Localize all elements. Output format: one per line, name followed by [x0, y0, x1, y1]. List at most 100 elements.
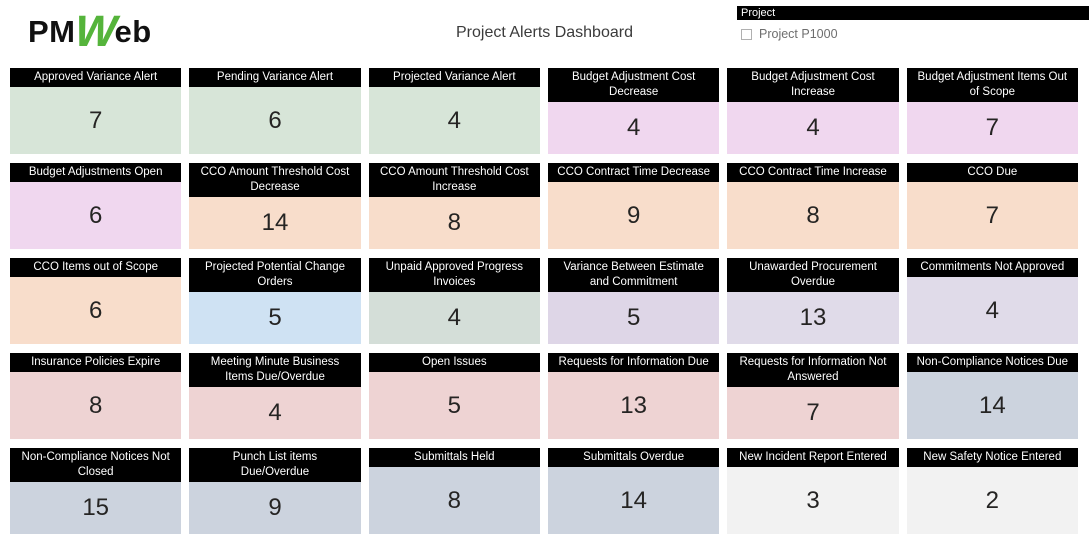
kpi-card-title: Submittals Overdue — [547, 448, 720, 467]
kpi-card-title: Approved Variance Alert — [10, 68, 182, 87]
kpi-card-value-area: 13 — [547, 372, 720, 439]
kpi-card-value-area: 5 — [189, 292, 361, 344]
kpi-card-non-compliance-notices-not-closed[interactable]: Non-Compliance Notices Not Closed 15 — [10, 448, 182, 534]
kpi-card-value: 7 — [985, 114, 999, 141]
kpi-card-value-area: 5 — [368, 372, 540, 439]
kpi-card-value-area: 6 — [10, 182, 182, 249]
kpi-card-value-area: 13 — [727, 292, 899, 344]
kpi-card-value: 6 — [88, 296, 103, 324]
kpi-card-cco-contract-time-increase[interactable]: CCO Contract Time Increase 8 — [727, 163, 899, 249]
kpi-card-value-area: 9 — [189, 482, 361, 534]
kpi-card-value: 6 — [268, 106, 282, 134]
kpi-card-value-area: 15 — [10, 482, 182, 534]
kpi-card-value-area: 8 — [368, 467, 540, 534]
kpi-card-title: Commitments Not Approved — [906, 258, 1078, 277]
kpi-card-value-area: 6 — [10, 277, 182, 344]
slicer-option-project-p1000[interactable]: Project P1000 — [737, 27, 1089, 41]
kpi-card-requests-for-information-due[interactable]: Requests for Information Due 13 — [547, 353, 720, 439]
kpi-card-value: 4 — [806, 114, 820, 141]
kpi-card-submittals-overdue[interactable]: Submittals Overdue 14 — [547, 448, 720, 534]
kpi-card-value: 8 — [88, 391, 103, 419]
kpi-card-new-safety-notice-entered[interactable]: New Safety Notice Entered 2 — [906, 448, 1078, 534]
kpi-card-pending-variance-alert[interactable]: Pending Variance Alert 6 — [189, 68, 361, 154]
kpi-card-non-compliance-notices-due[interactable]: Non-Compliance Notices Due 14 — [906, 353, 1078, 439]
kpi-card-value: 6 — [88, 201, 103, 229]
kpi-card-title: Budget Adjustments Open — [10, 163, 182, 182]
kpi-card-value: 7 — [806, 399, 820, 426]
kpi-card-title: Pending Variance Alert — [189, 68, 361, 87]
kpi-card-value: 14 — [261, 209, 289, 236]
kpi-card-cco-due[interactable]: CCO Due 7 — [906, 163, 1078, 249]
kpi-card-value-area: 4 — [368, 292, 540, 344]
kpi-card-variance-between-estimate-and-commitment[interactable]: Variance Between Estimate and Commitment… — [547, 258, 720, 344]
kpi-card-title: Meeting Minute Business Items Due/Overdu… — [189, 353, 361, 387]
kpi-card-title: CCO Contract Time Decrease — [547, 163, 720, 182]
kpi-card-value-area: 7 — [727, 387, 899, 439]
kpi-card-approved-variance-alert[interactable]: Approved Variance Alert 7 — [10, 68, 182, 154]
kpi-card-title: CCO Amount Threshold Cost Increase — [368, 163, 540, 197]
kpi-card-title: Projected Variance Alert — [368, 68, 540, 87]
kpi-card-value: 4 — [447, 106, 461, 134]
project-slicer: Project Project P1000 — [737, 6, 1089, 41]
kpi-card-value: 4 — [268, 399, 282, 426]
kpi-card-value: 9 — [626, 201, 641, 229]
kpi-card-value-area: 7 — [906, 182, 1078, 249]
kpi-card-title: New Incident Report Entered — [727, 448, 899, 467]
kpi-card-value-area: 5 — [547, 292, 720, 344]
kpi-card-value-area: 7 — [906, 102, 1078, 154]
slicer-title: Project — [737, 6, 1089, 20]
logo-text-pm: PM — [28, 14, 76, 49]
kpi-card-budget-adjustment-cost-decrease[interactable]: Budget Adjustment Cost Decrease 4 — [547, 68, 720, 154]
kpi-card-cco-amount-threshold-cost-decrease[interactable]: CCO Amount Threshold Cost Decrease 14 — [189, 163, 361, 249]
kpi-card-title: CCO Amount Threshold Cost Decrease — [189, 163, 361, 197]
kpi-card-title: Unpaid Approved Progress Invoices — [368, 258, 540, 292]
kpi-card-title: Punch List items Due/Overdue — [189, 448, 361, 482]
kpi-card-title: New Safety Notice Entered — [906, 448, 1078, 467]
kpi-card-value-area: 14 — [547, 467, 720, 534]
kpi-card-grid: Approved Variance Alert 7 Pending Varian… — [10, 68, 1078, 534]
project-checkbox[interactable] — [741, 28, 752, 40]
kpi-card-value: 15 — [82, 494, 110, 521]
kpi-card-value: 5 — [268, 304, 282, 331]
kpi-card-value: 14 — [978, 391, 1006, 419]
kpi-card-unpaid-approved-progress-invoices[interactable]: Unpaid Approved Progress Invoices 4 — [368, 258, 540, 344]
kpi-card-title: Requests for Information Not Answered — [727, 353, 899, 387]
kpi-card-value-area: 4 — [189, 387, 361, 439]
kpi-card-title: Unawarded Procurement Overdue — [727, 258, 899, 292]
kpi-card-value-area: 9 — [547, 182, 720, 249]
kpi-card-value: 4 — [626, 114, 641, 141]
logo-text-eb: eb — [114, 14, 152, 49]
kpi-card-commitments-not-approved[interactable]: Commitments Not Approved 4 — [906, 258, 1078, 344]
kpi-card-cco-contract-time-decrease[interactable]: CCO Contract Time Decrease 9 — [547, 163, 720, 249]
kpi-card-requests-for-information-not-answered[interactable]: Requests for Information Not Answered 7 — [727, 353, 899, 439]
kpi-card-budget-adjustment-cost-increase[interactable]: Budget Adjustment Cost Increase 4 — [727, 68, 899, 154]
kpi-card-value: 8 — [447, 209, 461, 236]
kpi-card-cco-amount-threshold-cost-increase[interactable]: CCO Amount Threshold Cost Increase 8 — [368, 163, 540, 249]
kpi-card-open-issues[interactable]: Open Issues 5 — [368, 353, 540, 439]
kpi-card-title: Non-Compliance Notices Due — [906, 353, 1078, 372]
kpi-card-title: CCO Items out of Scope — [10, 258, 182, 277]
kpi-card-cco-items-out-of-scope[interactable]: CCO Items out of Scope 6 — [10, 258, 182, 344]
kpi-card-new-incident-report-entered[interactable]: New Incident Report Entered 3 — [727, 448, 899, 534]
kpi-card-value: 8 — [447, 486, 461, 514]
kpi-card-projected-potential-change-orders[interactable]: Projected Potential Change Orders 5 — [189, 258, 361, 344]
kpi-card-value: 8 — [806, 201, 820, 229]
kpi-card-value-area: 6 — [189, 87, 361, 154]
kpi-card-budget-adjustments-open[interactable]: Budget Adjustments Open 6 — [10, 163, 182, 249]
kpi-card-value-area: 4 — [727, 102, 899, 154]
kpi-card-value-area: 8 — [368, 197, 540, 249]
kpi-card-insurance-policies-expire[interactable]: Insurance Policies Expire 8 — [10, 353, 182, 439]
kpi-card-punch-list-items-due-overdue[interactable]: Punch List items Due/Overdue 9 — [189, 448, 361, 534]
kpi-card-value: 9 — [268, 494, 282, 521]
kpi-card-budget-adjustment-items-out-of-scope[interactable]: Budget Adjustment Items Out of Scope 7 — [906, 68, 1078, 154]
kpi-card-value-area: 8 — [10, 372, 182, 439]
kpi-card-submittals-held[interactable]: Submittals Held 8 — [368, 448, 540, 534]
kpi-card-unawarded-procurement-overdue[interactable]: Unawarded Procurement Overdue 13 — [727, 258, 899, 344]
kpi-card-value: 13 — [620, 391, 647, 419]
kpi-card-meeting-minute-business-items-due-overdue[interactable]: Meeting Minute Business Items Due/Overdu… — [189, 353, 361, 439]
kpi-card-title: Budget Adjustment Cost Increase — [727, 68, 899, 102]
kpi-card-title: Projected Potential Change Orders — [189, 258, 361, 292]
kpi-card-value-area: 4 — [547, 102, 720, 154]
page-title: Project Alerts Dashboard — [456, 24, 633, 41]
kpi-card-projected-variance-alert[interactable]: Projected Variance Alert 4 — [368, 68, 540, 154]
